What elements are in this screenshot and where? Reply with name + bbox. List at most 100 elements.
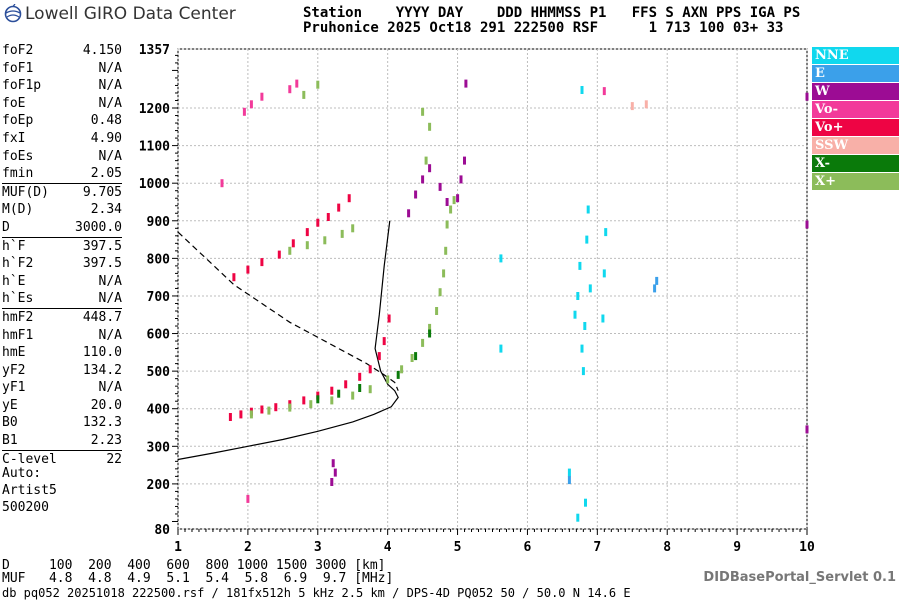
param-row: D 3000.0 xyxy=(0,219,124,237)
y-tick-label: 1100 xyxy=(139,140,170,155)
param-name: h`Es xyxy=(2,291,34,307)
echo-point-x xyxy=(340,229,344,238)
echo-point-vo xyxy=(246,265,250,274)
param-value: 4.150 xyxy=(82,43,122,58)
param-value: 2.05 xyxy=(90,166,122,182)
echo-point-ssw xyxy=(630,102,634,111)
param-row: foE N/A xyxy=(0,95,124,113)
param-row: h`F2 397.5 xyxy=(0,255,124,273)
param-name: hmF2 xyxy=(2,309,34,325)
echo-point-vo xyxy=(377,352,381,361)
param-name: hmF1 xyxy=(2,327,34,343)
echo-point-w xyxy=(459,175,463,184)
x-tick-label: 5 xyxy=(454,540,462,555)
y-tick-label: 900 xyxy=(147,215,171,230)
file-info-line: db pq052 20251018 222500.rsf / 181fx512h… xyxy=(2,586,631,600)
param-row: hmE 110.0 xyxy=(0,344,124,362)
echo-point-nne xyxy=(576,292,580,300)
y-tick-label: 1357 xyxy=(139,43,170,58)
echo-point-e xyxy=(653,284,657,293)
x-tick-label: 4 xyxy=(384,540,392,555)
echo-point-nne xyxy=(586,205,590,214)
echo-point-nne xyxy=(499,344,503,353)
echo-point-vo xyxy=(232,273,236,282)
solid-profile-curve xyxy=(177,220,399,461)
echo-point-vo xyxy=(302,396,306,405)
y-tick-label: 500 xyxy=(147,365,171,380)
param-row: h`E N/A xyxy=(0,273,124,291)
echo-point-w xyxy=(407,209,411,218)
x-tick-label: 1 xyxy=(174,540,182,555)
param-row: B1 2.23 xyxy=(0,432,124,450)
echo-point-vo xyxy=(260,92,264,101)
echo-point-x xyxy=(438,288,442,297)
echo-point-x xyxy=(435,307,439,315)
legend-item: NNE xyxy=(812,47,899,64)
echo-point-nne xyxy=(576,513,580,522)
echo-point-vo xyxy=(330,386,334,395)
echo-point-nne xyxy=(602,269,606,278)
param-row: h`F 397.5 xyxy=(0,238,124,256)
echo-point-x xyxy=(444,246,448,255)
echo-point-x xyxy=(316,395,320,404)
echo-point-vo xyxy=(246,494,250,503)
param-row: yF2 134.2 xyxy=(0,362,124,380)
echo-point-x xyxy=(288,246,292,255)
param-value: N/A xyxy=(98,148,122,164)
param-name: C-level xyxy=(2,451,57,467)
echo-point-vo xyxy=(288,85,292,94)
param-name: foE xyxy=(2,95,26,111)
muf-distance-row: D 100 200 400 600 800 1000 1500 3000 [km… xyxy=(2,558,386,573)
param-name: yF2 xyxy=(2,362,26,378)
param-value: N/A xyxy=(98,273,122,289)
param-row: MUF(D) 9.705 xyxy=(0,184,124,202)
param-value: 3000.0 xyxy=(75,219,122,235)
echo-point-x xyxy=(368,385,372,394)
echo-point-nne xyxy=(583,322,587,330)
echo-point-nne xyxy=(580,344,584,353)
echo-point-x xyxy=(351,391,355,400)
echo-point-x xyxy=(330,396,334,405)
echo-point-x xyxy=(323,236,327,245)
param-row: B0 132.3 xyxy=(0,414,124,432)
echo-point-x xyxy=(421,338,425,347)
x-tick-label: 8 xyxy=(663,540,671,555)
param-value: 0.48 xyxy=(90,113,122,129)
echo-point-x xyxy=(288,403,292,412)
param-value: N/A xyxy=(98,380,122,396)
echo-point-x xyxy=(400,365,404,374)
echo-point-vo xyxy=(249,100,253,109)
legend-item: Vo+ xyxy=(812,119,899,136)
param-name: foF1 xyxy=(2,60,34,76)
echo-point-nne xyxy=(585,235,589,244)
param-name: foF2 xyxy=(2,43,34,58)
echo-point-w xyxy=(463,156,466,165)
echo-point-nne xyxy=(499,254,503,263)
echo-point-x xyxy=(396,370,400,379)
echo-point-w xyxy=(333,468,337,477)
echo-point-vo xyxy=(316,218,320,227)
echo-point-nne xyxy=(584,498,587,507)
param-row: C-level 22 xyxy=(0,451,124,469)
param-value: N/A xyxy=(98,291,122,307)
echo-point-nne xyxy=(588,284,592,293)
dashed-profile-curve xyxy=(177,231,399,391)
param-value: 134.2 xyxy=(82,362,122,378)
param-name: fxI xyxy=(2,130,26,146)
echo-point-vo xyxy=(274,403,278,412)
param-row: foF2 4.150 xyxy=(0,42,124,60)
param-row: foEs N/A xyxy=(0,148,124,166)
param-value: 397.5 xyxy=(82,256,122,272)
echo-point-ssw xyxy=(644,100,648,109)
echo-point-x xyxy=(305,241,309,250)
echo-point-nne xyxy=(601,314,605,323)
echo-point-nne xyxy=(567,468,571,477)
logo-text: Lowell GIRO Data Center xyxy=(25,4,236,24)
echo-point-w xyxy=(805,220,809,229)
echo-point-vo xyxy=(347,194,351,203)
param-row: h`Es N/A xyxy=(0,290,124,308)
y-tick-label: 800 xyxy=(147,252,171,267)
echo-point-w xyxy=(330,478,334,486)
muf-value-row: MUF 4.8 4.8 4.9 5.1 5.4 5.8 6.9 9.7 [MHz… xyxy=(2,571,394,586)
